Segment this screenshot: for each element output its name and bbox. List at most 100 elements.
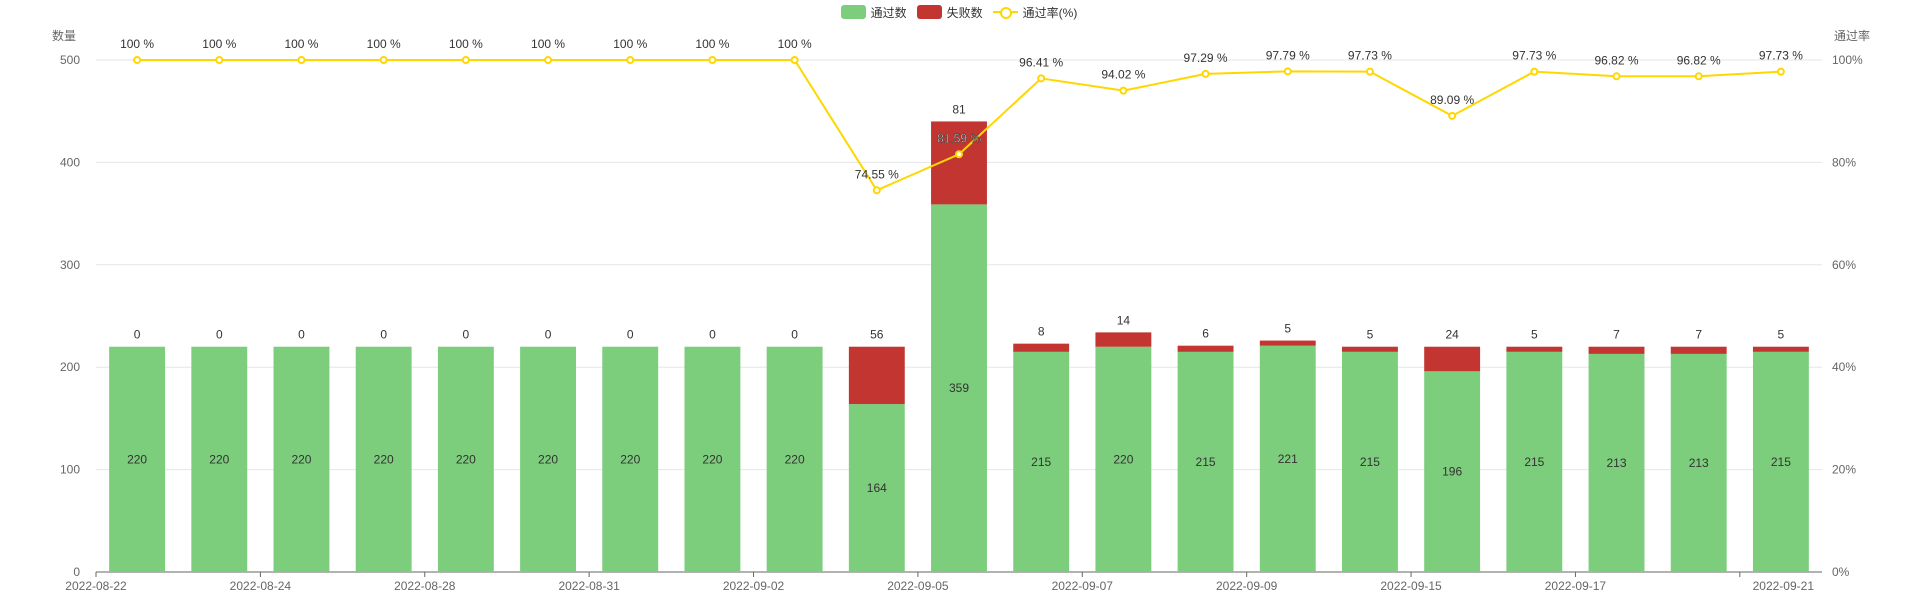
y-left-axis-title: 数量 xyxy=(52,28,76,43)
bar-fail xyxy=(1670,346,1727,354)
rate-value-label: 100 % xyxy=(367,37,401,51)
rate-value-label: 100 % xyxy=(202,37,236,51)
rate-value-label: 100 % xyxy=(449,37,483,51)
bar-fail xyxy=(848,346,905,405)
bar-fail-value-label: 5 xyxy=(1367,328,1374,342)
rate-value-label: 97.79 % xyxy=(1266,48,1310,62)
legend-item-rate[interactable]: 通过率(%) xyxy=(992,4,1078,21)
y-left-tick-label: 0 xyxy=(73,565,80,579)
y-right-tick-label: 40% xyxy=(1832,360,1856,374)
rate-value-label: 81.59 % xyxy=(937,131,981,145)
x-tick-label: 2022-08-31 xyxy=(558,579,620,593)
x-tick-label: 2022-09-21 xyxy=(1753,579,1815,593)
bar-pass-value-label: 215 xyxy=(1771,455,1791,469)
bar-pass-value-label: 220 xyxy=(702,452,722,466)
bar-pass-value-label: 221 xyxy=(1278,452,1298,466)
bar-pass-value-label: 220 xyxy=(374,452,394,466)
bar-fail-value-label: 7 xyxy=(1613,328,1620,342)
y-left-tick-label: 300 xyxy=(60,258,80,272)
rate-point xyxy=(379,56,388,64)
rate-point xyxy=(1037,74,1046,83)
bar-pass-value-label: 220 xyxy=(291,452,311,466)
rate-point xyxy=(1283,67,1292,76)
y-right-tick-label: 20% xyxy=(1832,463,1856,477)
rate-value-label: 100 % xyxy=(613,37,647,51)
bar-pass-value-label: 220 xyxy=(209,452,229,466)
bar-fail-value-label: 0 xyxy=(463,328,470,342)
bar-pass-value-label: 215 xyxy=(1360,455,1380,469)
bar-fail-value-label: 0 xyxy=(627,328,634,342)
y-right-axis-title: 通过率 xyxy=(1834,28,1870,43)
legend-swatch-pass xyxy=(840,5,866,19)
x-tick-label: 2022-08-22 xyxy=(65,579,127,593)
rate-point xyxy=(1448,111,1457,120)
rate-value-label: 100 % xyxy=(531,37,565,51)
bar-pass xyxy=(684,346,741,572)
rate-value-label: 96.82 % xyxy=(1677,53,1721,67)
bar-fail-value-label: 5 xyxy=(1284,322,1291,336)
rate-point xyxy=(790,56,799,64)
bar-pass-value-label: 220 xyxy=(620,452,640,466)
rate-point xyxy=(626,56,635,64)
bar-fail-value-label: 24 xyxy=(1445,328,1459,342)
bar-pass-value-label: 215 xyxy=(1196,455,1216,469)
bar-pass xyxy=(1342,351,1398,572)
bar-pass xyxy=(1588,353,1645,572)
rate-point xyxy=(1201,69,1210,78)
x-tick-label: 2022-09-09 xyxy=(1216,579,1278,593)
bar-pass xyxy=(1095,346,1152,572)
bar-fail-value-label: 6 xyxy=(1202,327,1209,341)
legend-item-fail[interactable]: 失败数 xyxy=(916,4,983,21)
rate-point xyxy=(133,56,142,64)
bar-pass-value-label: 213 xyxy=(1689,456,1709,470)
bar-pass xyxy=(1506,351,1563,572)
rate-value-label: 97.29 % xyxy=(1184,51,1228,65)
y-left-tick-label: 400 xyxy=(60,155,80,169)
rate-point xyxy=(1776,67,1785,76)
bar-fail-value-label: 0 xyxy=(134,328,141,342)
x-tick-label: 2022-09-02 xyxy=(723,579,785,593)
bar-pass xyxy=(602,346,659,572)
bar-pass-value-label: 196 xyxy=(1442,465,1462,479)
bar-pass xyxy=(273,346,330,572)
y-right-tick-label: 80% xyxy=(1832,155,1856,169)
legend-label-rate: 通过率(%) xyxy=(1022,5,1078,20)
bar-pass xyxy=(355,346,412,572)
rate-point xyxy=(1694,72,1703,81)
x-tick-label: 2022-09-15 xyxy=(1380,579,1442,593)
rate-value-label: 94.02 % xyxy=(1101,68,1145,82)
bar-pass xyxy=(1670,353,1727,572)
bar-fail xyxy=(1177,345,1234,352)
bar-pass xyxy=(931,204,987,572)
bar-fail-value-label: 8 xyxy=(1038,325,1045,339)
bar-fail-value-label: 0 xyxy=(216,328,223,342)
rate-value-label: 100 % xyxy=(778,37,812,51)
bar-pass xyxy=(191,346,248,572)
legend: 通过数 失败数 通过率(%) xyxy=(0,2,1918,22)
bar-pass-value-label: 220 xyxy=(456,452,476,466)
rate-point xyxy=(215,56,224,64)
rate-value-label: 97.73 % xyxy=(1348,49,1392,63)
bar-pass-value-label: 220 xyxy=(538,452,558,466)
legend-item-pass[interactable]: 通过数 xyxy=(840,4,907,21)
y-right-tick-label: 100% xyxy=(1832,53,1863,67)
bar-fail-value-label: 0 xyxy=(380,328,387,342)
bar-fail-value-label: 0 xyxy=(298,328,305,342)
legend-label-pass: 通过数 xyxy=(870,5,907,20)
bar-fail-value-label: 14 xyxy=(1117,313,1131,327)
bar-pass xyxy=(1013,351,1070,572)
bar-pass xyxy=(109,346,166,572)
rate-value-label: 100 % xyxy=(695,37,729,51)
rate-point xyxy=(297,56,306,64)
rate-point xyxy=(1530,67,1539,76)
rate-point xyxy=(955,150,963,159)
bar-fail-value-label: 0 xyxy=(709,328,716,342)
bar-fail xyxy=(1013,343,1070,352)
bar-fail-value-label: 0 xyxy=(791,328,798,342)
bar-pass-value-label: 220 xyxy=(785,452,805,466)
bar-fail-value-label: 7 xyxy=(1695,328,1702,342)
rate-value-label: 74.55 % xyxy=(855,167,899,181)
rate-value-label: 96.82 % xyxy=(1595,53,1639,67)
bar-fail xyxy=(1752,346,1809,352)
